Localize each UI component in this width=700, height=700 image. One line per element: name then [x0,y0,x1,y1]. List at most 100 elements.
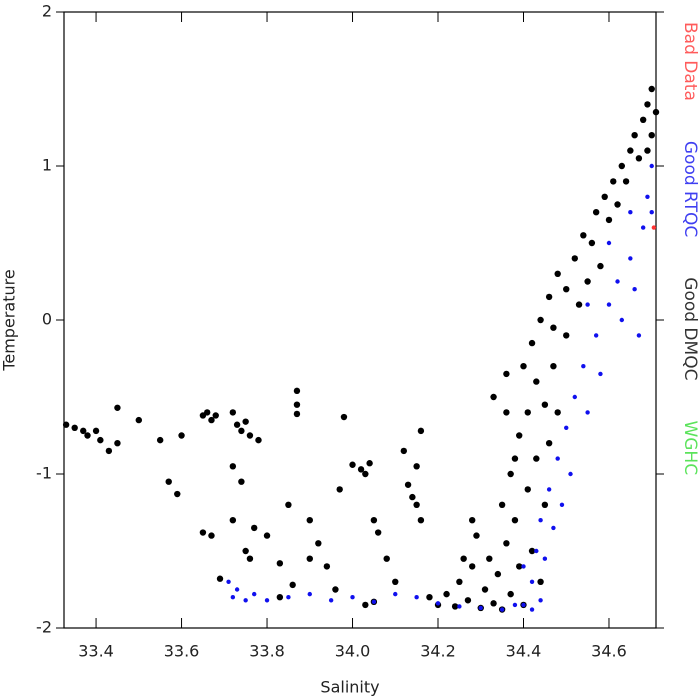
scatter-point [80,427,87,435]
scatter-point [507,470,514,478]
scatter-point [174,490,181,498]
scatter-point [563,332,570,339]
scatter-point [357,466,365,473]
scatter-point [533,378,540,385]
scatter-point [255,436,262,444]
scatter-point [114,404,121,411]
scatter-point [601,193,608,200]
scatter-point [350,595,355,600]
scatter-point [512,602,518,608]
scatter-point [165,478,172,485]
scatter-point [619,317,625,323]
scatter-point [234,587,240,592]
scatter-point [203,409,211,416]
scatter-point [652,108,660,116]
scatter-point [340,413,348,421]
scatter-point [520,363,527,370]
scatter-point [226,579,231,584]
scatter-point [486,555,493,562]
scatter-point [529,579,535,584]
scatter-point [233,421,241,428]
scatter-point [498,501,506,508]
x-tick-label: 33.8 [249,642,285,661]
scatter-point [585,410,590,415]
scatter-point [545,440,553,447]
x-tick-label: 34.6 [591,642,627,661]
scatter-point [564,425,569,430]
scatter-point [306,517,313,524]
plot-frame [63,11,657,629]
scatter-point [533,455,540,462]
scatter-point [413,501,420,508]
scatter-point [435,601,441,606]
scatter-point [537,316,544,324]
scatter-point [528,339,536,347]
x-tick-label: 34.0 [335,642,371,661]
scatter-point [627,147,634,154]
scatter-point [417,427,425,435]
scatter-point [242,547,249,555]
scatter-point [178,432,185,439]
scatter-point [328,598,334,603]
scatter-point [349,461,356,468]
scatter-point [460,555,467,562]
scatter-point [473,532,480,539]
scatter-point [199,529,207,536]
scatter-point [414,595,419,600]
scatter-point [315,540,322,547]
scatter-point [426,594,433,601]
scatter-point [542,556,548,561]
scatter-point [538,598,543,603]
scatter-point [336,486,343,493]
scatter-point [443,590,450,598]
scatter-point [252,591,257,597]
scatter-point [639,116,647,124]
scatter-point [503,409,510,416]
scatter-point [628,210,633,215]
scatter-point [592,209,600,216]
scatter-point [208,416,215,424]
scatter-point [511,455,519,462]
scatter-point [246,555,254,562]
scatter-point [628,256,633,261]
scatter-point [293,401,301,408]
scatter-point [135,416,143,424]
scatter-point [490,393,497,401]
scatter-point [622,178,630,185]
scatter-point [598,371,603,377]
legend-entry: Good RTQC [680,141,700,237]
scatter-point [289,581,296,589]
scatter-point [610,178,617,185]
scatter-point [409,493,416,501]
scatter-point [572,394,577,400]
scatter-point [644,147,651,154]
scatter-point [649,163,654,169]
scatter-point [371,599,377,605]
scatter-point [286,595,291,600]
scatter-point [238,427,245,435]
scatter-point [516,563,523,570]
scatter-point [481,586,489,593]
scatter-point [105,447,113,455]
scatter-point [263,532,271,539]
scatter-point [529,607,535,612]
x-tick-label: 34.4 [506,642,542,661]
scatter-point [383,555,390,562]
x-tick-label: 33.4 [78,642,114,661]
scatter-point [588,239,596,247]
scatter-point [285,501,292,508]
scatter-point [216,575,224,582]
scatter-point [593,333,599,338]
legend-entry: Bad Data [680,22,700,101]
scatter-point [636,333,642,338]
scatter-point [229,517,237,524]
scatter-point [264,598,270,603]
scatter-point [293,410,301,418]
legend-entry: Good DMQC [680,277,700,380]
scatter-point [464,597,472,604]
scatter-point [243,598,248,603]
scatter-point [229,463,237,470]
scatter-point [550,363,557,370]
scatter-point [597,262,604,270]
scatter-point [524,409,531,416]
